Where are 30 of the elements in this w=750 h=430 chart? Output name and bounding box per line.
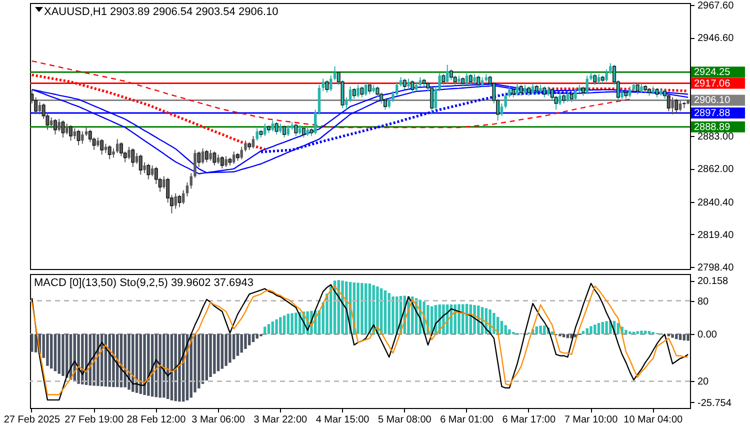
x-tick-label: 7 Mar 10:00 bbox=[564, 414, 618, 426]
x-tick-label: 27 Feb 2025 bbox=[4, 414, 60, 426]
ref-line-label: 2888.89 bbox=[694, 122, 731, 133]
y-tick-label: -25.754 bbox=[698, 398, 732, 409]
x-tick-label: 3 Mar 06:00 bbox=[192, 414, 246, 426]
y2-tick-label: 20 bbox=[698, 376, 710, 388]
x-tick-label: 10 Mar 04:00 bbox=[624, 414, 684, 426]
ref-line-label: 2924.25 bbox=[694, 67, 731, 78]
ref-line-label: 2906.10 bbox=[694, 95, 731, 106]
y-tick-label: 2819.40 bbox=[698, 230, 734, 241]
x-tick-label: 28 Feb 12:00 bbox=[126, 414, 186, 426]
x-tick-label: 4 Mar 15:00 bbox=[316, 414, 370, 426]
chart-title: XAUUSD,H1 2903.89 2906.54 2903.54 2906.10 bbox=[44, 6, 278, 18]
y-tick-label: 2967.60 bbox=[698, 0, 734, 12]
x-tick-label: 27 Feb 19:00 bbox=[64, 414, 124, 426]
x-tick-label: 6 Mar 01:00 bbox=[440, 414, 494, 426]
ref-line-label: 2897.88 bbox=[694, 108, 731, 119]
y-tick-label: 2883.00 bbox=[698, 132, 734, 142]
y-tick-label: 2798.40 bbox=[698, 262, 734, 274]
x-tick-label: 5 Mar 08:00 bbox=[378, 414, 432, 426]
y-tick-label: 2840.40 bbox=[698, 197, 734, 208]
y-tick-label: 2862.00 bbox=[698, 164, 734, 176]
y-tick-label: 0.00 bbox=[698, 330, 718, 341]
ref-line-label: 2917.06 bbox=[694, 78, 731, 90]
y-tick-label: 20.158 bbox=[698, 276, 729, 288]
chart-title: MACD [0](13,50) Sto(9,2,5) 39.9602 37.6943 bbox=[34, 277, 254, 289]
x-tick-label: 6 Mar 17:00 bbox=[502, 414, 556, 426]
y2-tick-label: 80 bbox=[698, 296, 710, 308]
y-tick-label: 2946.60 bbox=[698, 33, 734, 44]
x-tick-label: 3 Mar 22:00 bbox=[254, 414, 308, 426]
